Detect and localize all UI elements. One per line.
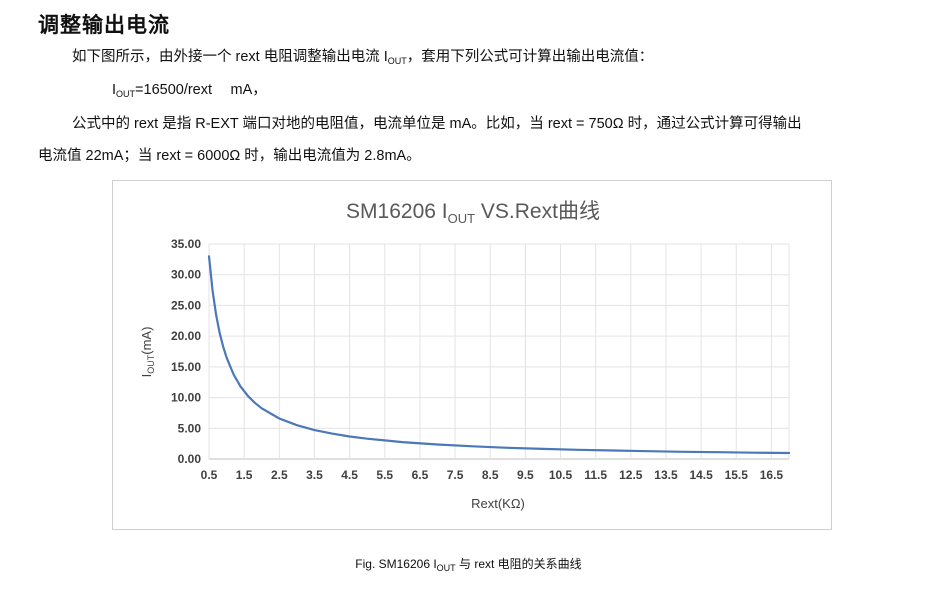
- x-tick-label: 16.5: [760, 468, 784, 482]
- intro-subscript: OUT: [387, 56, 407, 66]
- formula-expression: =16500/rext mA，: [135, 82, 267, 98]
- y-tick-label: 15.00: [171, 360, 201, 374]
- x-tick-label: 3.5: [306, 468, 323, 482]
- y-axis-ticks: 0.00 5.00 10.00 15.00 20.00 25.00 30.00 35.00: [171, 237, 201, 466]
- y-tick-label: 30.00: [171, 268, 201, 282]
- x-tick-label: 1.5: [236, 468, 253, 482]
- x-tick-label: 10.5: [549, 468, 573, 482]
- chart-title: SM16206 IOUT VS.Rext曲线: [346, 200, 600, 226]
- chart-title-rest: VS.Rext曲线: [475, 200, 600, 223]
- x-axis-ticks: 0.5 1.5 2.5 3.5 4.5 5.5 6.5 7.5 8.5 9.5 10.5 11.5 12…: [201, 468, 784, 482]
- current-formula: IOUT=16500/rext mA，: [112, 80, 267, 104]
- section-heading: 调整输出电流: [38, 13, 170, 37]
- y-axis-label-sub: OUT: [146, 354, 156, 374]
- chart-title-main: SM16206 I: [346, 200, 448, 223]
- x-tick-label: 4.5: [341, 468, 358, 482]
- y-tick-label: 20.00: [171, 329, 201, 343]
- y-tick-label: 10.00: [171, 391, 201, 405]
- y-tick-label: 35.00: [171, 237, 201, 251]
- x-tick-label: 11.5: [584, 468, 607, 482]
- y-tick-label: 25.00: [171, 298, 201, 312]
- chart-title-sub: OUT: [448, 211, 476, 226]
- x-tick-label: 15.5: [725, 468, 749, 482]
- x-tick-label: 8.5: [482, 468, 499, 482]
- caption-after: 与 rext 电阻的关系曲线: [455, 557, 582, 571]
- y-tick-label: 0.00: [178, 452, 202, 466]
- x-tick-label: 9.5: [517, 468, 534, 482]
- x-tick-label: 6.5: [412, 468, 429, 482]
- y-tick-label: 5.00: [178, 421, 202, 435]
- chart-grid: [208, 243, 790, 460]
- chart-svg: SM16206 IOUT VS.Rext曲线 0.005.0010.0015.0…: [139, 200, 791, 511]
- iout-rext-chart: SM16206 IOUT VS.Rext曲线 0.00 5.00 10.00 15.0…: [112, 180, 832, 530]
- caption-before: Fig. SM16206 I: [355, 557, 437, 571]
- intro-paragraph: 如下图所示，由外接一个 rext 电阻调整输出电流 IOUT，套用下列公式可计算…: [72, 47, 653, 71]
- x-tick-label: 5.5: [376, 468, 393, 482]
- x-tick-label: 13.5: [654, 468, 678, 482]
- y-axis-label: IOUT(mA): [139, 327, 156, 378]
- series-line: [207, 255, 791, 455]
- x-axis-label: Rext(KΩ): [471, 496, 525, 511]
- x-tick-label: 2.5: [271, 468, 288, 482]
- x-tick-label: 12.5: [619, 468, 643, 482]
- x-tick-label: 7.5: [447, 468, 464, 482]
- intro-text-after: ，套用下列公式可计算出输出电流值：: [406, 49, 654, 65]
- formula-prefix: I: [112, 82, 117, 98]
- figure-caption: Fig. SM16206 IOUT 与 rext 电阻的关系曲线: [0, 555, 937, 573]
- x-tick-label: 0.5: [201, 468, 218, 482]
- intro-text-before: 如下图所示，由外接一个 rext 电阻调整输出电流 I: [72, 49, 388, 65]
- explanation-line-2: 电流值 22mA；当 rext = 6000Ω 时，输出电流值为 2.8mA。: [38, 148, 421, 164]
- explanation-line-1: 公式中的 rext 是指 R-EXT 端口对地的电阻值，电流单位是 mA。比如，…: [72, 116, 802, 132]
- caption-subscript: OUT: [436, 563, 456, 573]
- formula-subscript: OUT: [116, 89, 136, 99]
- y-axis-label-rest: (mA): [139, 327, 154, 355]
- y-axis-label-main: I: [139, 374, 154, 378]
- x-tick-label: 14.5: [689, 468, 713, 482]
- chart-series: [207, 255, 791, 455]
